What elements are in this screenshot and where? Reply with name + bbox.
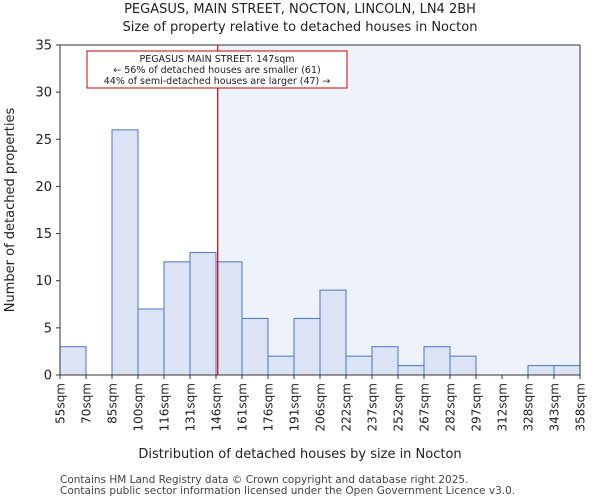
histogram-bar [241,317,269,376]
y-tick-label: 25 [35,133,52,148]
annotation-text-line: ← 56% of detached houses are smaller (61… [113,65,320,76]
annotation-text-line: PEGASUS MAIN STREET: 147sqm [139,54,294,65]
histogram-bar [137,308,165,376]
annotation-box [86,50,348,89]
x-tick-label: 252sqm [392,383,406,431]
x-tick-label: 297sqm [470,383,484,431]
chart-title-line-2: Size of property relative to detached ho… [122,20,478,35]
x-tick-label: 237sqm [366,383,380,431]
histogram-bar [423,346,451,376]
x-tick-label: 312sqm [496,383,510,431]
histogram-bar [527,365,555,376]
histogram-bar [163,261,191,376]
x-tick-label: 191sqm [288,383,302,431]
histogram-bar [345,355,373,376]
y-tick-label: 30 [35,86,52,101]
y-tick-label: 5 [44,321,52,336]
histogram-bar [397,365,425,376]
x-tick-label: 343sqm [548,383,562,431]
histogram-bar [59,346,87,376]
chart-title-line-1: PEGASUS, MAIN STREET, NOCTON, LINCOLN, L… [124,2,476,17]
y-tick-label: 20 [35,180,52,195]
x-tick-label: 100sqm [132,383,146,431]
histogram-bar [371,346,399,376]
y-tick-label: 0 [44,369,52,384]
x-tick-label: 358sqm [574,383,588,431]
x-tick-label: 146sqm [210,383,224,431]
histogram-bar [215,261,243,376]
x-tick-label: 161sqm [236,383,250,431]
histogram-bar [449,355,477,376]
x-tick-label: 267sqm [418,383,432,431]
x-axis-label: Distribution of detached houses by size … [138,447,461,462]
histogram-bar [319,289,347,376]
x-tick-label: 85sqm [106,383,120,424]
histogram-bar [293,317,321,376]
x-tick-label: 55sqm [54,383,68,424]
x-tick-label: 328sqm [522,383,536,431]
footer-licence: Contains public sector information licen… [60,485,516,497]
x-tick-label: 176sqm [262,383,276,431]
x-tick-label: 206sqm [314,383,328,431]
highlight-region [217,45,580,375]
histogram-bar [111,129,139,376]
annotation-text-line: 44% of semi-detached houses are larger (… [104,76,331,87]
x-tick-label: 70sqm [80,383,94,424]
footer-copyright: Contains HM Land Registry data © Crown c… [60,474,469,486]
x-tick-label: 282sqm [444,383,458,431]
x-tick-label: 222sqm [340,383,354,431]
x-tick-label: 116sqm [158,383,172,431]
histogram-bar [267,355,295,376]
y-tick-label: 35 [35,39,52,54]
y-tick-label: 15 [35,227,52,242]
y-tick-label: 10 [35,274,52,289]
x-tick-label: 131sqm [184,383,198,431]
histogram-bar [553,365,581,376]
histogram-bar [189,251,217,376]
y-axis-label: Number of detached properties [3,108,18,313]
